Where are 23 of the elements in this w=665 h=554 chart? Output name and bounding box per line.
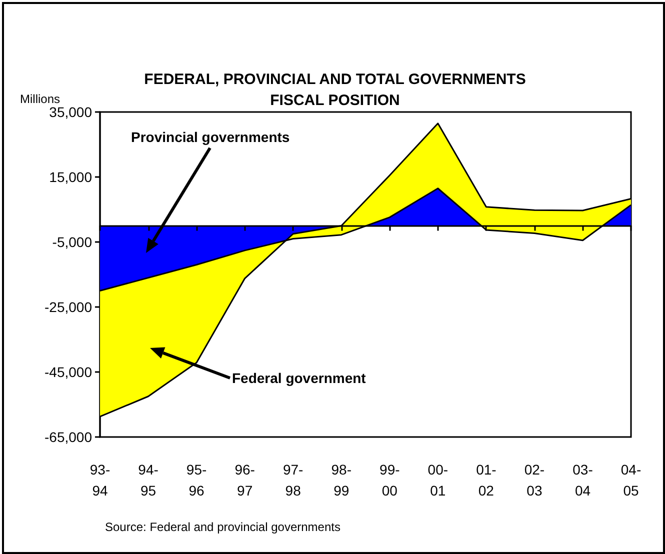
- text: Federal government: [232, 370, 366, 386]
- x-tick-label: 95-96: [186, 462, 207, 498]
- y-tick-label: 15,000: [49, 169, 92, 185]
- y-tick-label: -5,000: [52, 234, 92, 250]
- x-tick-label: 97-98: [282, 462, 304, 498]
- x-tick-label: 93-94: [90, 462, 110, 498]
- y-tick-label: -65,000: [44, 429, 92, 445]
- y-tick-label: 35,000: [49, 104, 92, 120]
- y-tick-label: -45,000: [44, 364, 92, 380]
- source-note: Source: Federal and provincial governments: [105, 520, 340, 534]
- x-tick-label: 94-95: [138, 462, 159, 498]
- y-tick-label: -25,000: [44, 299, 92, 315]
- x-tick-label: 03-04: [572, 462, 594, 498]
- text: Provincial governments: [131, 129, 290, 145]
- x-tick-label: 96-97: [234, 462, 256, 498]
- x-tick-label: 00-01: [428, 462, 448, 498]
- x-tick-label: 01-02: [476, 462, 497, 498]
- x-tick-label: 99-00: [380, 462, 400, 498]
- y-axis-title: Millions: [20, 92, 60, 106]
- chart-title: FEDERAL, PROVINCIAL AND TOTAL GOVERNMENTS FISCAL POSITION: [144, 71, 526, 109]
- x-tick-label: 98-99: [331, 462, 352, 498]
- x-tick-label: 02-03: [524, 462, 545, 498]
- x-tick-label: 04-05: [620, 462, 642, 498]
